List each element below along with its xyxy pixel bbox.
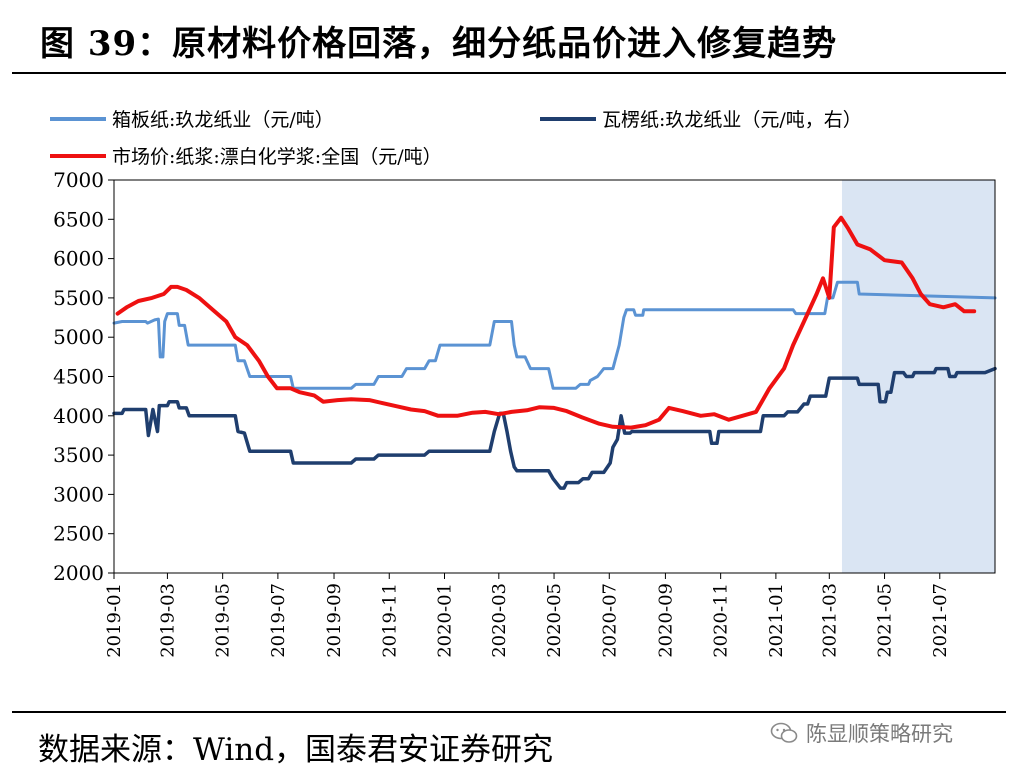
x-tick-label: 2020-05 bbox=[544, 583, 565, 658]
x-tick-label: 2021-05 bbox=[875, 583, 896, 658]
x-tick-label: 2021-01 bbox=[766, 583, 787, 658]
y-tick-label: 7000 bbox=[53, 168, 104, 192]
x-tick-label: 2019-01 bbox=[104, 583, 125, 658]
y-tick-label: 6000 bbox=[53, 247, 104, 271]
line-chart: 2000 2500 3000 3500 4000 4500 5000 5500 6000 6500… bbox=[53, 168, 997, 658]
series-line-corrugated bbox=[112, 366, 997, 490]
y-tick-label: 2000 bbox=[53, 561, 104, 585]
x-tick-label: 2021-07 bbox=[930, 583, 951, 658]
chart-legend: 箱板纸:玖龙纸业（元/吨） 瓦楞纸:玖龙纸业（元/吨，右） 市场价:纸浆:漂白化… bbox=[0, 0, 1021, 180]
x-tick-label: 2019-03 bbox=[157, 583, 178, 658]
x-tick-label: 2019-07 bbox=[268, 583, 289, 658]
x-tick-label: 2020-07 bbox=[599, 583, 620, 658]
legend-item-pulp: 市场价:纸浆:漂白化学浆:全国（元/吨） bbox=[50, 142, 442, 169]
x-tick-label: 2019-11 bbox=[379, 583, 400, 658]
legend-label-boxboard: 箱板纸:玖龙纸业（元/吨） bbox=[112, 109, 334, 131]
title-rule bbox=[12, 72, 1006, 74]
y-tick-label: 3000 bbox=[53, 482, 104, 506]
y-tick-label: 4000 bbox=[53, 404, 104, 428]
watermark: 陈显顺策略研究 bbox=[770, 718, 953, 748]
y-tick-label: 5000 bbox=[53, 325, 104, 349]
forecast-shaded-region bbox=[841, 180, 995, 573]
x-tick-label: 2020-09 bbox=[655, 583, 676, 658]
page-title: 图 39：原材料价格回落，细分纸品价进入修复趋势 bbox=[40, 24, 838, 64]
legend-label-pulp: 市场价:纸浆:漂白化学浆:全国（元/吨） bbox=[112, 146, 442, 168]
y-tick-label: 3500 bbox=[53, 443, 104, 467]
x-tick-label: 2021-03 bbox=[819, 583, 840, 658]
source-note: 数据来源：Wind，国泰君安证券研究 bbox=[38, 732, 554, 768]
x-tick-label: 2020-01 bbox=[434, 583, 455, 658]
y-tick-label: 5500 bbox=[53, 286, 104, 310]
y-tick-label: 4500 bbox=[53, 365, 104, 389]
watermark-text: 陈显顺策略研究 bbox=[806, 722, 953, 746]
legend-label-corrugated: 瓦楞纸:玖龙纸业（元/吨，右） bbox=[602, 109, 862, 131]
y-tick-label: 6500 bbox=[53, 207, 104, 231]
wechat-icon bbox=[770, 722, 798, 743]
series-line-boxboard bbox=[112, 280, 997, 390]
plot-frame bbox=[113, 179, 996, 574]
x-tick-label: 2019-09 bbox=[324, 583, 345, 658]
legend-item-corrugated: 瓦楞纸:玖龙纸业（元/吨，右） bbox=[540, 105, 862, 132]
legend-swatch-pulp bbox=[50, 153, 106, 158]
y-tick-label: 2500 bbox=[53, 522, 104, 546]
legend-swatch-boxboard bbox=[50, 116, 106, 121]
x-tick-label: 2020-11 bbox=[711, 583, 732, 658]
footer-rule bbox=[12, 711, 1006, 713]
legend-item-boxboard: 箱板纸:玖龙纸业（元/吨） bbox=[50, 105, 334, 132]
series-line-pulp bbox=[115, 215, 977, 430]
x-tick-label: 2019-05 bbox=[213, 583, 234, 658]
x-tick-label: 2020-03 bbox=[489, 583, 510, 658]
legend-swatch-corrugated bbox=[540, 116, 596, 121]
